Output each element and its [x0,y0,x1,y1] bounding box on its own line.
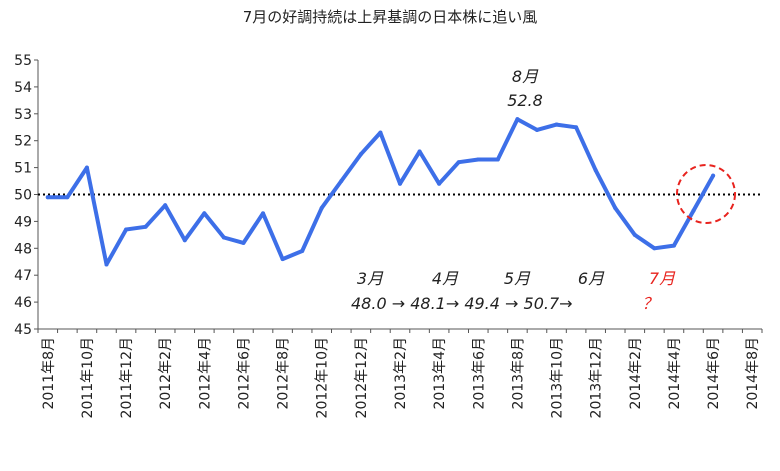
x-tick-label: 2012年2月 [158,337,174,410]
y-tick-label: 52 [14,134,32,150]
annotation-month-6: 6月 [578,269,605,288]
data-point [378,130,383,135]
annotation-month-7: 7月 [649,269,676,288]
data-point [280,257,285,262]
annotation-peak-value: 52.8 [507,91,543,110]
x-tick-label: 2013年2月 [393,337,409,410]
data-point [319,205,324,210]
data-point [711,173,716,178]
data-point [163,203,168,208]
x-tick-label: 2013年12月 [589,337,605,418]
x-tick-label: 2014年4月 [667,337,683,410]
y-axis: 45 46 47 48 49 50 51 52 53 54 55 [14,53,39,338]
data-point [691,208,696,213]
x-tick-label: 2012年10月 [315,337,331,418]
x-tick-label: 2012年8月 [276,337,292,410]
y-tick-label: 47 [14,268,32,284]
y-tick-label: 50 [14,188,32,204]
data-point [437,181,442,186]
x-tick-label: 2014年8月 [745,337,761,410]
y-tick-label: 55 [14,53,32,69]
y-tick-label: 46 [14,295,32,311]
data-point [124,227,129,232]
data-point [652,246,657,251]
x-tick-label: 2013年6月 [471,337,487,410]
x-tick-label: 2011年10月 [80,337,96,418]
x-tick-label: 2013年8月 [510,337,526,410]
x-axis: 2011年8月 2011年10月 2011年12月 2012年2月 2012年4月 201… [37,328,763,418]
data-point [495,157,500,162]
data-point [476,157,481,162]
y-tick-label: 53 [14,107,32,123]
x-tick-label: 2014年2月 [628,337,644,410]
data-point [398,181,402,186]
y-tick-label: 54 [14,80,32,96]
data-point [593,168,598,173]
data-point [417,149,422,154]
data-point [202,211,207,216]
series-line [45,117,716,267]
y-tick-label: 45 [14,322,32,338]
highlight-circle [676,164,736,224]
x-tick-label: 2014年6月 [706,337,722,410]
x-tick-label: 2012年4月 [197,337,213,410]
data-point [515,117,520,122]
x-tick-label: 2012年6月 [236,337,252,410]
annotation-next-value: ？ [642,294,658,313]
data-point [261,211,266,216]
x-tick-label: 2013年10月 [550,337,566,418]
annotation-month-3: 3月 [357,269,384,288]
data-point [554,122,559,127]
annotation-month-4: 4月 [432,269,459,288]
data-point [221,235,226,240]
data-point [339,179,344,184]
data-point [613,205,618,210]
data-point [671,243,676,248]
data-point [45,195,50,200]
data-point [65,195,70,200]
data-point [241,240,246,245]
annotation-month-5: 5月 [504,269,531,288]
data-point [143,224,148,229]
y-tick-label: 51 [14,161,32,177]
data-point [300,248,305,253]
x-tick-label: 2011年12月 [119,337,135,418]
data-point [534,127,539,132]
data-point [84,165,89,170]
annotation-values-sequence: 48.0 → 48.1→ 49.4 → 50.7→ [351,294,573,313]
x-tick-label: 2011年8月 [41,337,57,410]
data-point [632,232,637,237]
annotation-peak-month: 8月 [512,67,539,86]
y-tick-label: 48 [14,241,32,257]
data-point [104,262,109,267]
x-tick-label: 2012年12月 [354,337,370,418]
y-tick-label: 49 [14,214,32,230]
x-tick-label: 2013年4月 [432,337,448,410]
data-point [574,125,579,130]
data-point [182,238,187,243]
series-layer [45,117,716,267]
chart-title: 7月の好調持続は上昇基調の日本株に追い風 [243,8,538,26]
data-point [456,160,461,165]
data-point [358,152,363,157]
